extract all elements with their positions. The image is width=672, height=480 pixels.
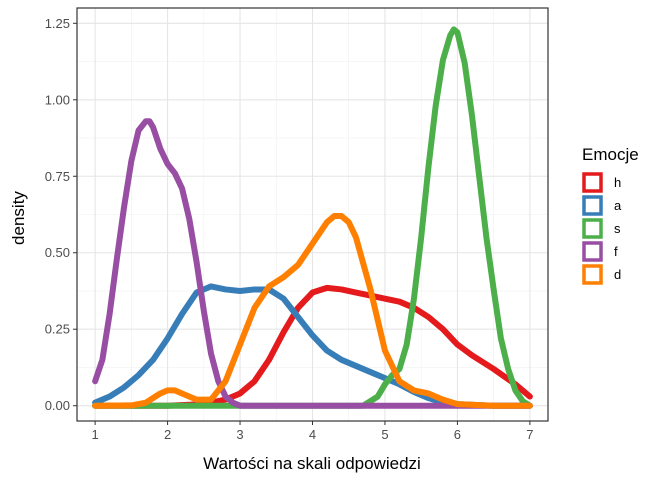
legend-label-f: f <box>614 244 618 259</box>
legend-label-s: s <box>614 221 621 236</box>
y-axis-title: density <box>9 191 28 245</box>
legend-key-d <box>582 264 603 285</box>
density-line-f <box>92 118 533 409</box>
legend-key-h <box>582 172 603 193</box>
x-tick-label: 3 <box>236 427 243 442</box>
legend-title: Emocje <box>582 145 639 164</box>
plot-panel <box>76 7 549 422</box>
legend-label-h: h <box>614 175 621 190</box>
y-tick-label: 0.75 <box>45 169 70 184</box>
y-axis: 0.00 0.25 0.50 0.75 1.00 1.25 <box>45 16 77 413</box>
legend-label-d: d <box>614 267 621 282</box>
x-tick-label: 7 <box>526 427 533 442</box>
legend-key-s <box>582 218 603 239</box>
x-tick-label: 5 <box>381 427 388 442</box>
density-line-d <box>92 213 533 409</box>
y-tick-label: 0.50 <box>45 245 70 260</box>
x-tick-label: 4 <box>309 427 316 442</box>
legend-key-f <box>582 241 603 262</box>
y-tick-label: 0.00 <box>45 398 70 413</box>
x-axis-title: Wartości na skali odpowiedzi <box>203 454 421 473</box>
legend-label-a: a <box>614 198 622 213</box>
x-tick-label: 6 <box>454 427 461 442</box>
x-tick-label: 1 <box>91 427 98 442</box>
y-tick-label: 1.25 <box>45 16 70 31</box>
x-tick-label: 2 <box>164 427 171 442</box>
y-tick-label: 0.25 <box>45 322 70 337</box>
density-line-s <box>92 26 533 409</box>
y-tick-label: 1.00 <box>45 92 70 107</box>
legend-key-a <box>582 195 603 216</box>
x-axis: 1 2 3 4 5 6 7 <box>91 421 534 442</box>
